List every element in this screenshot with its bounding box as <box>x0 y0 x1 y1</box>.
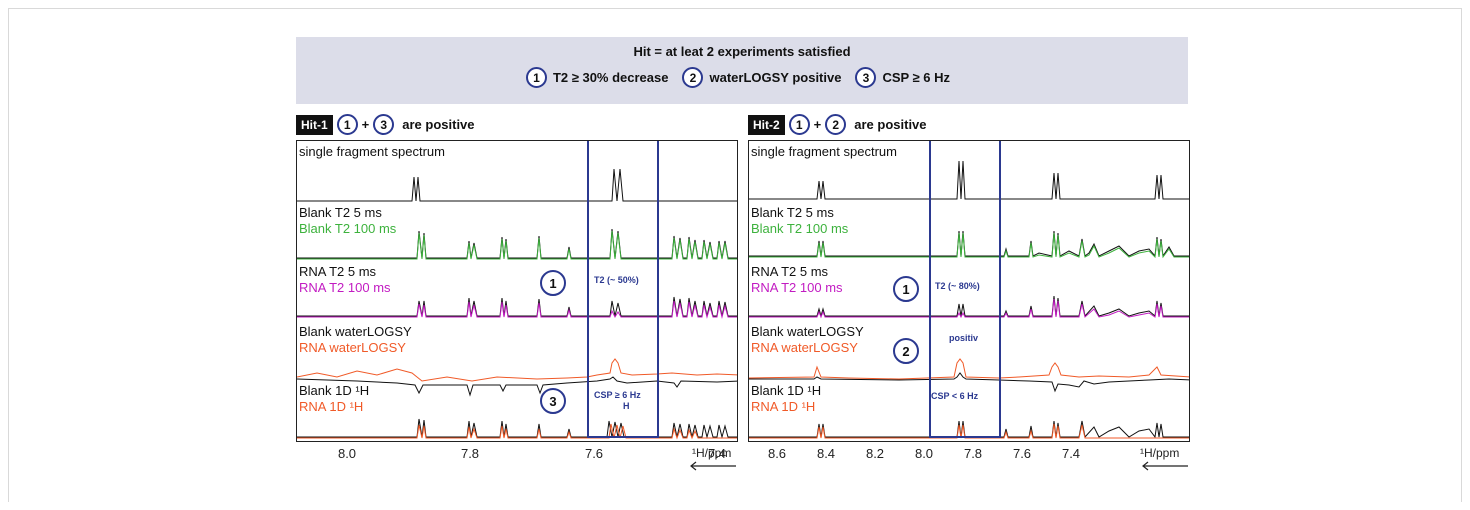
hit1-label-blank-wl: Blank waterLOGSY <box>299 324 412 339</box>
hit1-axis-arrow-icon <box>690 461 736 471</box>
hit2-tick-3: 8.0 <box>914 446 934 461</box>
hit1-spectra-panel: single fragment spectrum Blank T2 5 ms B… <box>296 140 738 442</box>
hit1-header: Hit-1 1 + 3 are positive <box>296 114 475 135</box>
hit1-label-rna-t2-5: RNA T2 5 ms <box>299 264 377 279</box>
hit1-tick-3: 7.4 <box>707 446 727 461</box>
hit2-label-rna-t2-5: RNA T2 5 ms <box>751 264 829 279</box>
hit1-tick-1: 7.8 <box>460 446 480 461</box>
criteria-banner: Hit = at leat 2 experiments satisfied 1 … <box>296 37 1188 104</box>
hit2-badge: Hit-2 <box>748 114 785 135</box>
figure-frame <box>8 8 1462 502</box>
hit1-axis-unit: ¹H/ppm <box>692 446 732 460</box>
hit2-tick-1: 8.4 <box>816 446 836 461</box>
hit2-tick-4: 7.8 <box>963 446 983 461</box>
hit1-label-rna-wl: RNA waterLOGSY <box>299 340 406 355</box>
criterion-1-label: T2 ≥ 30% decrease <box>552 70 669 85</box>
hit2-label-rna-1d: RNA 1D ¹H <box>751 399 816 414</box>
hit2-spectra-traces <box>749 160 1189 439</box>
hit2-tick-5: 7.6 <box>1012 446 1032 461</box>
hit1-plus: + <box>361 117 370 132</box>
hit2-label-rna-wl: RNA waterLOGSY <box>751 340 858 355</box>
hit1-spectra-traces <box>297 168 737 440</box>
hit2-criterion-b: 2 <box>825 114 847 135</box>
hit1-criterion-a: 1 <box>336 114 358 135</box>
hit1-suffix: are positive <box>402 117 475 132</box>
hit2-axis-arrow-icon <box>1142 461 1188 471</box>
hit1-circle-csp: 3 <box>540 388 566 414</box>
hit1-label-blank-t2-5: Blank T2 5 ms <box>299 205 382 220</box>
hit1-label-blank-1d: Blank 1D ¹H <box>299 383 370 398</box>
hit2-tick-2: 8.2 <box>865 446 885 461</box>
hit1-label-single: single fragment spectrum <box>299 144 445 159</box>
hit2-suffix: are positive <box>854 117 927 132</box>
banner-title: Hit = at leat 2 experiments satisfied <box>633 44 851 59</box>
hit1-label-rna-1d: RNA 1D ¹H <box>299 399 364 414</box>
hit2-label-single: single fragment spectrum <box>751 144 897 159</box>
hit1-criterion-b: 3 <box>373 114 395 135</box>
hit2-label-rna-t2-100: RNA T2 100 ms <box>751 280 843 295</box>
hit1-circle-t2: 1 <box>540 270 566 296</box>
hit2-axis-unit: ¹H/ppm <box>1140 446 1180 460</box>
hit2-plus: + <box>813 117 822 132</box>
hit2-circle-wl: 2 <box>893 338 919 364</box>
hit2-criterion-a: 1 <box>788 114 810 135</box>
hit2-tick-6: 7.4 <box>1061 446 1081 461</box>
hit2-label-blank-t2-100: Blank T2 100 ms <box>751 221 849 236</box>
hit1-badge: Hit-1 <box>296 114 333 135</box>
criterion-3-label: CSP ≥ 6 Hz <box>882 70 951 85</box>
hit1-highlight-box <box>587 141 659 438</box>
hit1-label-rna-t2-100: RNA T2 100 ms <box>299 280 391 295</box>
hit2-label-blank-wl: Blank waterLOGSY <box>751 324 864 339</box>
criterion-1-badge: 1 <box>525 67 547 88</box>
hit2-annot-csp: CSP < 6 Hz <box>931 391 979 401</box>
hit2-label-blank-1d: Blank 1D ¹H <box>751 383 822 398</box>
hit1-annot-csp: CSP ≥ 6 Hz <box>594 390 641 400</box>
hit1-tick-2: 7.6 <box>584 446 604 461</box>
criterion-2-badge: 2 <box>682 67 704 88</box>
hit2-circle-t2: 1 <box>893 276 919 302</box>
criteria-row: 1 T2 ≥ 30% decrease 2 waterLOGSY positiv… <box>296 67 1188 88</box>
hit2-tick-0: 8.6 <box>767 446 787 461</box>
hit1-annot-t2: T2 (~ 50%) <box>594 275 639 285</box>
criterion-3-badge: 3 <box>855 67 877 88</box>
hit2-annot-wl: positiv <box>949 333 979 343</box>
hit2-annot-t2: T2 (~ 80%) <box>935 281 980 291</box>
hit1-annot-h: H <box>623 401 630 411</box>
hit1-label-blank-t2-100: Blank T2 100 ms <box>299 221 397 236</box>
hit2-spectra-panel: single fragment spectrum Blank T2 5 ms B… <box>748 140 1190 442</box>
hit2-header: Hit-2 1 + 2 are positive <box>748 114 927 135</box>
hit2-highlight-box <box>929 141 1001 438</box>
hit1-tick-0: 8.0 <box>337 446 357 461</box>
criterion-2-label: waterLOGSY positive <box>709 70 842 85</box>
hit2-label-blank-t2-5: Blank T2 5 ms <box>751 205 834 220</box>
